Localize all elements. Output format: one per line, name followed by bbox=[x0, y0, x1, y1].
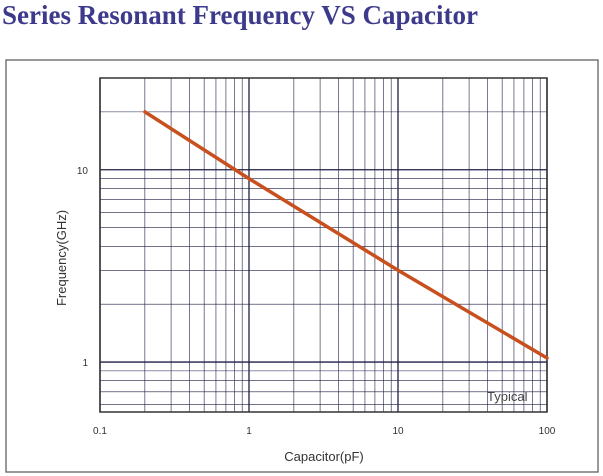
y-tick-label: 1 bbox=[82, 358, 88, 369]
x-axis-label: Capacitor(pF) bbox=[284, 449, 363, 464]
x-tick-label: 0.1 bbox=[93, 426, 107, 437]
grid-minor bbox=[100, 77, 547, 412]
typical-annotation: Typical bbox=[487, 389, 528, 404]
y-tick-labels: 1 10 bbox=[77, 166, 89, 369]
page-title: Series Resonant Frequency VS Capacitor bbox=[2, 0, 478, 30]
x-tick-label: 10 bbox=[392, 426, 404, 437]
plot-area-border bbox=[99, 77, 548, 413]
x-tick-labels: 0.1 1 10 100 bbox=[93, 426, 556, 437]
x-tick-label: 1 bbox=[246, 426, 252, 437]
x-tick-label: 100 bbox=[539, 426, 556, 437]
y-tick-label: 10 bbox=[77, 166, 89, 177]
series-group bbox=[143, 110, 549, 360]
y-axis-label: Frequency(GHz) bbox=[54, 210, 69, 306]
chart-panel-border bbox=[5, 59, 599, 473]
series-line bbox=[143, 110, 549, 360]
